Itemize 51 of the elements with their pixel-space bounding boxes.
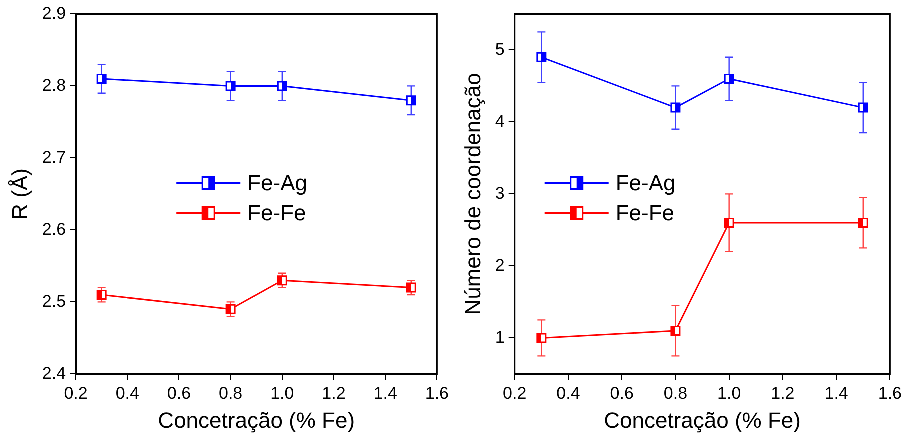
x-tick-label: 1.2 [771, 384, 795, 404]
point [406, 96, 416, 106]
x-tick-label: 1.2 [322, 384, 346, 404]
x-axis-title: Concetração (% Fe) [158, 408, 356, 433]
point [536, 52, 547, 62]
point [536, 333, 547, 344]
point [670, 102, 681, 113]
point [226, 304, 236, 314]
y-tick-label: 2.6 [42, 220, 66, 239]
point [277, 81, 288, 92]
x-tick-label: 0.8 [664, 384, 688, 404]
y-tick-label: 2.9 [42, 4, 66, 23]
y-tick-label: 3 [495, 184, 505, 203]
y-axis-title: R (Å) [7, 168, 32, 220]
x-tick-label: 1.0 [718, 384, 742, 404]
legend-label: Fe-Fe [248, 200, 306, 226]
point [406, 282, 416, 293]
point [226, 81, 236, 92]
y-tick-label: 2.8 [42, 76, 66, 95]
x-tick-label: 0.6 [610, 384, 634, 404]
point [670, 326, 681, 336]
point [96, 290, 107, 300]
point [724, 74, 734, 84]
x-tick-label: 1.4 [824, 384, 848, 404]
x-tick-label: 1.4 [374, 384, 398, 404]
point [96, 74, 107, 84]
x-tick-label: 0.2 [64, 384, 88, 404]
y-tick-label: 5 [495, 40, 505, 59]
legend-label: Fe-Ag [248, 170, 308, 196]
y-tick-label: 2 [495, 256, 505, 275]
point [858, 102, 868, 113]
x-tick-label: 0.2 [503, 384, 527, 404]
point [858, 218, 868, 228]
y-tick-label: 2.5 [42, 292, 66, 311]
x-tick-label: 1.6 [878, 384, 902, 404]
y-tick-label: 2.4 [42, 364, 66, 383]
x-tick-label: 0.6 [167, 384, 192, 404]
point [724, 218, 734, 228]
legend-label: Fe-Fe [616, 200, 675, 226]
point [277, 276, 288, 286]
x-tick-label: 0.8 [218, 384, 243, 404]
x-tick-label: 1.6 [425, 384, 450, 404]
legend-label: Fe-Ag [616, 170, 676, 196]
y-axis-title: Número de coordenação [460, 73, 486, 316]
x-tick-label: 1.0 [270, 384, 294, 404]
y-tick-label: 2.7 [42, 148, 66, 167]
x-tick-label: 0.4 [556, 384, 580, 404]
x-axis-title: Concetração (% Fe) [604, 408, 801, 433]
x-tick-label: 0.4 [116, 384, 140, 404]
y-tick-label: 1 [495, 328, 505, 347]
y-tick-label: 4 [495, 112, 505, 131]
